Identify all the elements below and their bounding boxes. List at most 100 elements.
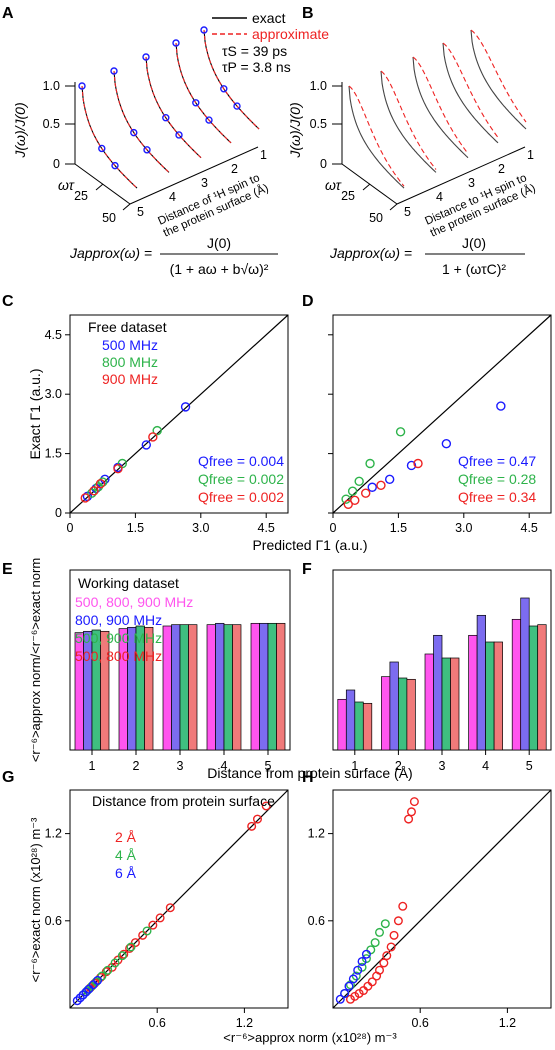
panel-g-scatter: 0.6 1.2 0.6 1.2 <r⁻⁶>exact norm (x10²⁸) m⁻³…: [28, 789, 289, 1030]
e-legend-series2: 800, 900 MHz: [75, 612, 162, 628]
panel-label-g: G: [2, 769, 14, 786]
ef-x-axis-label: Distance from protein surface (Å): [207, 765, 412, 781]
panel-label-b: B: [302, 5, 314, 22]
b-depth-tick-label: 2: [498, 162, 505, 176]
bar: [337, 698, 347, 751]
a-depth-tick-label: 2: [231, 162, 238, 176]
g-legend-4a: 4 Å: [115, 847, 137, 863]
legend-approx-label: approximate: [252, 26, 329, 42]
f-bars: 1 2 3 4 5: [337, 597, 547, 773]
bar: [206, 624, 216, 751]
bar: [493, 641, 503, 751]
diagonal-line: [332, 314, 552, 514]
gh-x-axis-label: <r⁻⁶>approx norm (x10²⁸) m⁻³: [223, 1030, 397, 1045]
b-depth-tick-label: 4: [436, 190, 443, 204]
bar: [223, 624, 233, 751]
bar: [345, 689, 356, 751]
panel-label-h: H: [302, 769, 314, 786]
bar: [250, 622, 260, 751]
e-bars: 1 2 3 4 5: [74, 622, 286, 773]
b-x-tick-label: 25: [341, 189, 355, 203]
data-point: [367, 977, 377, 987]
data-point: [252, 814, 262, 824]
c-points: [80, 402, 191, 503]
data-point: [172, 39, 180, 47]
data-point: [384, 474, 395, 485]
panel-d-scatter: 0 1.5 3.0 4.5 Qfree = 0.47 Qfree = 0.28 Qfr…: [328, 314, 552, 535]
data-point: [220, 85, 228, 93]
x-tick-label: 0.6: [412, 1016, 429, 1030]
approx-curve: [412, 56, 469, 154]
bar: [468, 634, 478, 751]
y-tick-label: 1.2: [45, 827, 62, 841]
formula-a-numerator: J(0): [207, 235, 231, 251]
d-q-800: Qfree = 0.28: [458, 471, 536, 487]
bar: [441, 657, 451, 751]
data-point: [375, 927, 385, 937]
bar: [100, 630, 110, 751]
data-point: [192, 99, 200, 107]
data-point: [162, 114, 170, 122]
a-x-tick: [122, 203, 131, 211]
exact-curve: [442, 42, 499, 144]
bar: [179, 624, 189, 751]
y-tick-label: 1.2: [308, 827, 325, 841]
b-depth-axis: [396, 146, 526, 205]
exact-curve: [145, 56, 202, 159]
x-tick-label: 1.5: [127, 521, 144, 535]
b-depth-tick-label: 5: [404, 205, 411, 219]
approx-curve: [348, 85, 405, 187]
bar: [188, 624, 198, 751]
a-curves: [78, 26, 260, 189]
y-tick-label: 0.6: [308, 914, 325, 928]
legend-exact-label: exact: [252, 10, 286, 26]
approx-curve: [203, 29, 260, 130]
x-tick-label: 3.0: [455, 521, 472, 535]
data-point: [152, 425, 162, 436]
approx-curve: [470, 29, 527, 123]
data-point: [75, 993, 85, 1003]
g-legend-2a: 2 Å: [115, 829, 137, 845]
y-tick-label: 0: [55, 506, 62, 520]
e-legend-series1: 500, 800, 900 MHz: [75, 594, 193, 610]
formula-b-lhs: Japprox(ω) =: [329, 245, 412, 261]
data-point: [366, 945, 376, 955]
bar: [144, 626, 154, 751]
approx-curve: [113, 70, 170, 173]
c-q-900: Qfree = 0.002: [198, 489, 284, 505]
panel-label-d: D: [302, 293, 314, 310]
bar: [485, 641, 495, 751]
exact-curve: [380, 70, 437, 173]
d-points: [341, 401, 506, 509]
data-point: [78, 82, 86, 90]
data-point: [367, 482, 377, 492]
data-point: [103, 965, 113, 975]
b-x-tick: [389, 203, 398, 211]
c-legend-500: 500 MHz: [102, 337, 158, 353]
exact-curve: [113, 70, 170, 173]
data-point: [353, 965, 363, 975]
g-axes: 0.6 1.2 0.6 1.2: [45, 789, 289, 1030]
b-y-tick-label: 0: [320, 157, 327, 171]
h-points: [335, 797, 419, 1004]
b-curves: [348, 29, 527, 189]
panel-e-bar-chart: 1 2 3 4 5 <r⁻⁶>approx norm/<r⁻⁶>exact norm W…: [28, 558, 291, 773]
data-point: [93, 975, 103, 985]
panel-label-c: C: [2, 293, 14, 310]
x-tick-label: 4: [221, 759, 228, 773]
data-point: [119, 949, 129, 959]
bar: [276, 622, 286, 751]
data-point: [180, 402, 191, 412]
data-point: [148, 920, 158, 930]
bar: [118, 628, 128, 751]
exact-curve: [348, 85, 405, 189]
data-point: [95, 478, 106, 489]
data-point: [175, 131, 183, 139]
x-tick-label: 1.2: [236, 1016, 253, 1030]
data-point: [406, 460, 417, 471]
c-legend-900: 900 MHz: [102, 371, 158, 387]
bar: [215, 622, 225, 751]
data-point: [125, 943, 135, 953]
a-x-tick: [95, 183, 104, 191]
